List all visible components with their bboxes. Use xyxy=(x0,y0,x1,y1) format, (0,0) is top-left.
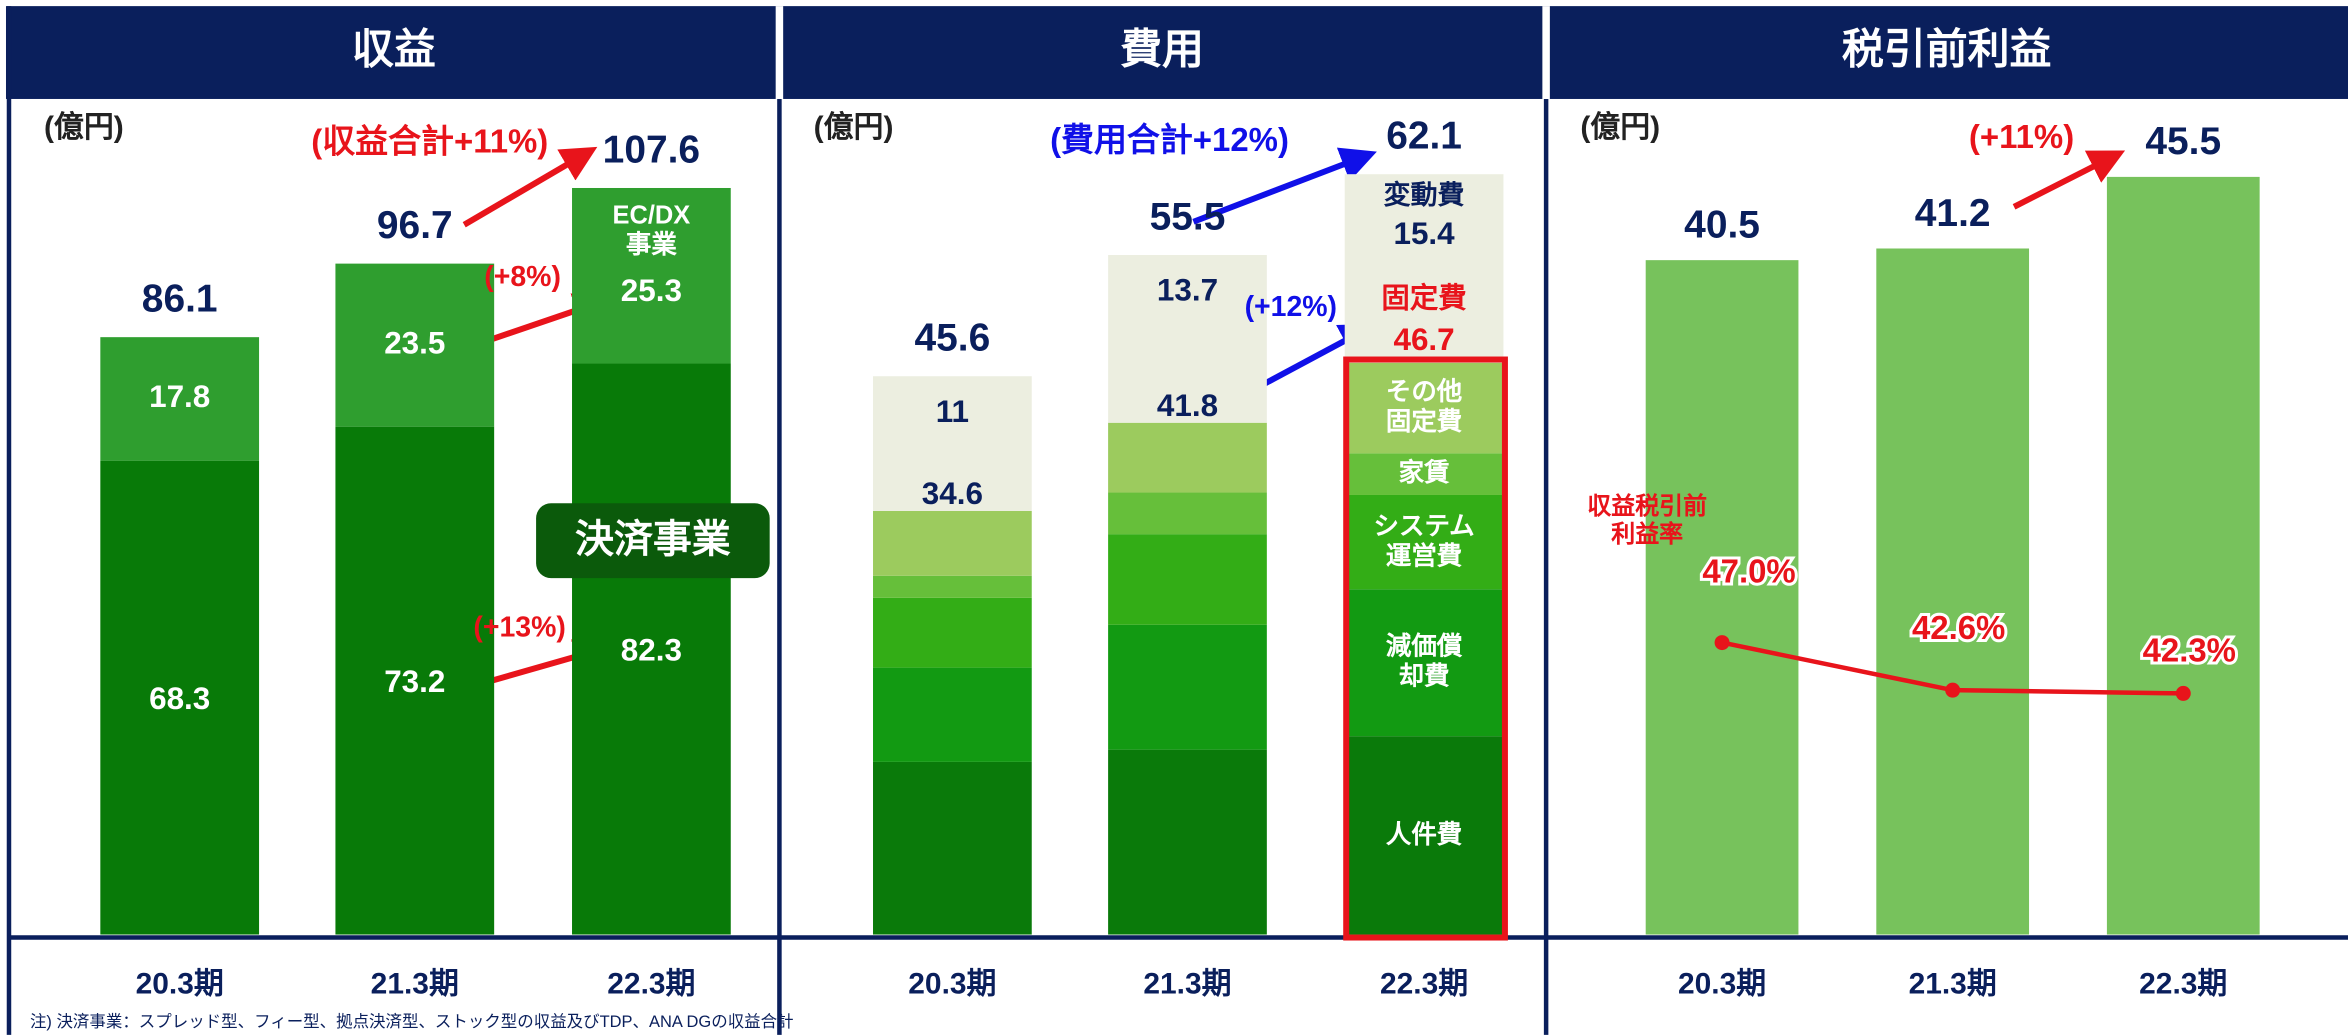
x-tick-label: 20.3期 xyxy=(908,967,996,1000)
series-name: その他固定費 xyxy=(1385,377,1463,437)
rate-label: 47.0% xyxy=(1702,552,1795,589)
segment-label: 23.5 xyxy=(384,325,445,360)
bar-segment xyxy=(873,597,1032,668)
series-name-box: EC/DX事業 xyxy=(612,200,691,260)
rate-label: 42.3% xyxy=(2143,632,2236,669)
fixed-label: 41.8 xyxy=(1157,388,1218,423)
annotation: (収益合計+11%) xyxy=(311,123,548,160)
segment-label: 73.2 xyxy=(384,664,445,699)
x-tick-label: 22.3期 xyxy=(1380,967,1468,1000)
segment-label: 68.3 xyxy=(149,681,210,716)
value-label: 41.2 xyxy=(1915,192,1991,235)
rate-label: 42.6% xyxy=(1912,609,2005,646)
series-name: 減価償却費 xyxy=(1385,632,1463,692)
series-name-box: その他固定費 xyxy=(1385,377,1463,437)
series-name-bg xyxy=(536,503,770,579)
series-name-box: 家賃 xyxy=(1398,458,1450,488)
total-label: 45.6 xyxy=(914,317,990,360)
series-name: 変動費 xyxy=(1384,179,1465,210)
bar-segment xyxy=(1344,174,1504,363)
bar-segment xyxy=(572,187,731,364)
series-name-box: 減価償却費 xyxy=(1385,632,1463,692)
bar-segment xyxy=(572,363,731,935)
variable-label: 15.4 xyxy=(1393,216,1455,251)
total-label: 86.1 xyxy=(142,278,218,321)
fixed-label: 34.6 xyxy=(922,476,983,511)
bar-segment xyxy=(873,510,1032,576)
panel-title: 税引前利益 xyxy=(1842,26,2052,73)
line-name: 収益税引前利益率 xyxy=(1587,494,1708,549)
segment-label: 17.8 xyxy=(149,379,210,414)
highlight-box xyxy=(1343,356,1508,941)
bar-segment xyxy=(1108,749,1267,935)
value-label: 45.5 xyxy=(2145,120,2221,163)
series-name: 決済事業 xyxy=(575,518,731,561)
panel-title: 費用 xyxy=(1120,26,1204,73)
annotation: (+13%) xyxy=(473,612,565,644)
frame xyxy=(6,6,2348,1035)
fixed-name: 固定費 xyxy=(1381,281,1466,314)
series-name: 人件費 xyxy=(1385,820,1463,849)
x-tick-label: 22.3期 xyxy=(2139,967,2227,1000)
total-label: 96.7 xyxy=(377,204,453,247)
bar-segment xyxy=(1108,534,1267,625)
bar-segment xyxy=(1108,492,1267,535)
bar-segment xyxy=(1108,255,1267,423)
total-label: 55.5 xyxy=(1150,195,1226,238)
series-name: EC/DX事業 xyxy=(612,200,691,260)
unit-label: (億円) xyxy=(44,111,124,144)
variable-label: 11 xyxy=(936,394,969,429)
bar-segment xyxy=(1344,362,1504,454)
bar-segment xyxy=(100,337,260,461)
bar-segment xyxy=(1344,494,1504,590)
annotation: (費用合計+12%) xyxy=(1050,121,1289,158)
bar xyxy=(1876,248,2030,935)
x-tick-label: 22.3期 xyxy=(607,967,695,1000)
fixed-label: 46.7 xyxy=(1393,322,1454,357)
bar-segment xyxy=(1344,589,1504,737)
variable-label: 13.7 xyxy=(1157,273,1218,308)
bar-segment xyxy=(873,667,1032,762)
total-label: 62.1 xyxy=(1386,115,1462,158)
bar-segment xyxy=(873,376,1032,511)
bar-segment xyxy=(335,263,495,427)
rate-point xyxy=(2175,685,2191,701)
bar-segment xyxy=(1108,624,1267,750)
total-label: 107.6 xyxy=(603,128,700,171)
annotation: (+12%) xyxy=(1245,291,1337,323)
bar-segment xyxy=(873,575,1032,598)
unit-label: (億円) xyxy=(1580,111,1660,144)
series-name: システム運営費 xyxy=(1373,511,1475,571)
rate-point xyxy=(1945,682,1961,698)
bar-segment xyxy=(100,460,260,935)
annotation: (+8%) xyxy=(484,261,561,293)
bar-segment xyxy=(335,426,495,935)
x-tick-label: 21.3期 xyxy=(1143,967,1231,1000)
series-name: 家賃 xyxy=(1398,458,1450,488)
segment-label: 25.3 xyxy=(621,273,682,308)
bar-segment xyxy=(1344,453,1504,495)
x-tick-label: 20.3期 xyxy=(1678,967,1766,1000)
x-tick-label: 21.3期 xyxy=(371,967,459,1000)
segment-label: 82.3 xyxy=(621,632,682,667)
bar-segment xyxy=(873,761,1032,935)
bar-segment xyxy=(1108,422,1267,493)
value-label: 40.5 xyxy=(1684,203,1760,246)
footnote: 注) 決済事業：スプレッド型、フィー型、拠点決済型、ストック型の収益及びTDP、… xyxy=(30,1013,794,1031)
bar xyxy=(1645,260,1799,935)
unit-label: (億円) xyxy=(814,111,894,144)
x-tick-label: 20.3期 xyxy=(136,967,224,1000)
series-name-box: システム運営費 xyxy=(1373,511,1475,571)
series-name-box: 人件費 xyxy=(1385,820,1463,849)
bar-segment xyxy=(1344,736,1504,935)
line-name-box: 収益税引前利益率 xyxy=(1587,494,1708,549)
rate-point xyxy=(1714,635,1730,651)
x-tick-label: 21.3期 xyxy=(1909,967,1997,1000)
panel-title: 収益 xyxy=(352,26,436,73)
header-band xyxy=(5,6,2348,99)
bar xyxy=(2106,176,2260,935)
annotation: (+11%) xyxy=(1969,118,2074,155)
